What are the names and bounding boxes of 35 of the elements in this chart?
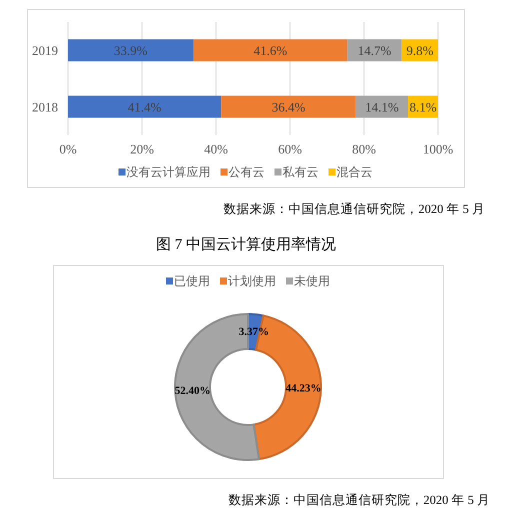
- source-note: 数据来源：中国信息通信研究院，2020 年 5 月: [228, 493, 490, 507]
- bar: [221, 96, 356, 118]
- legend-label: 已使用: [174, 274, 210, 288]
- chart-title: 图 7 中国云计算使用率情况: [156, 236, 336, 253]
- data-label: 9.8%: [406, 42, 434, 58]
- data-label: 52.40%: [174, 385, 211, 398]
- bar: [347, 39, 402, 62]
- data-label: 44.23%: [286, 382, 322, 395]
- legend-label: 计划使用: [228, 274, 276, 288]
- bar: [193, 39, 348, 62]
- legend-label: 私有云: [282, 165, 318, 179]
- bar: [68, 39, 194, 62]
- bar: [68, 96, 222, 118]
- x-tick-label: 60%: [278, 142, 302, 156]
- legend-label: 没有云计算应用: [126, 165, 210, 179]
- x-tick-label: 80%: [352, 142, 376, 156]
- legend-label: 公有云: [228, 165, 264, 179]
- data-label: 41.6%: [254, 42, 288, 58]
- data-label: 41.4%: [128, 99, 162, 114]
- data-label: 8.1%: [409, 99, 437, 114]
- data-label: 14.7%: [358, 42, 392, 58]
- data-label: 36.4%: [272, 99, 306, 114]
- legend-label: 混合云: [336, 165, 372, 179]
- y-tick-label: 2018: [32, 99, 58, 114]
- source-note: 数据来源：中国信息通信研究院，2020 年 5 月: [223, 202, 485, 216]
- bar: [356, 96, 408, 118]
- data-label: 33.9%: [114, 42, 148, 58]
- x-tick-label: 20%: [130, 142, 154, 156]
- x-tick-label: 0%: [59, 142, 77, 156]
- data-label: 14.1%: [365, 99, 399, 114]
- data-label: 3.37%: [238, 326, 269, 338]
- x-tick-label: 40%: [204, 142, 228, 156]
- y-tick-label: 2019: [32, 42, 58, 58]
- legend-label: 未使用: [294, 274, 330, 288]
- x-tick-label: 100%: [422, 142, 454, 156]
